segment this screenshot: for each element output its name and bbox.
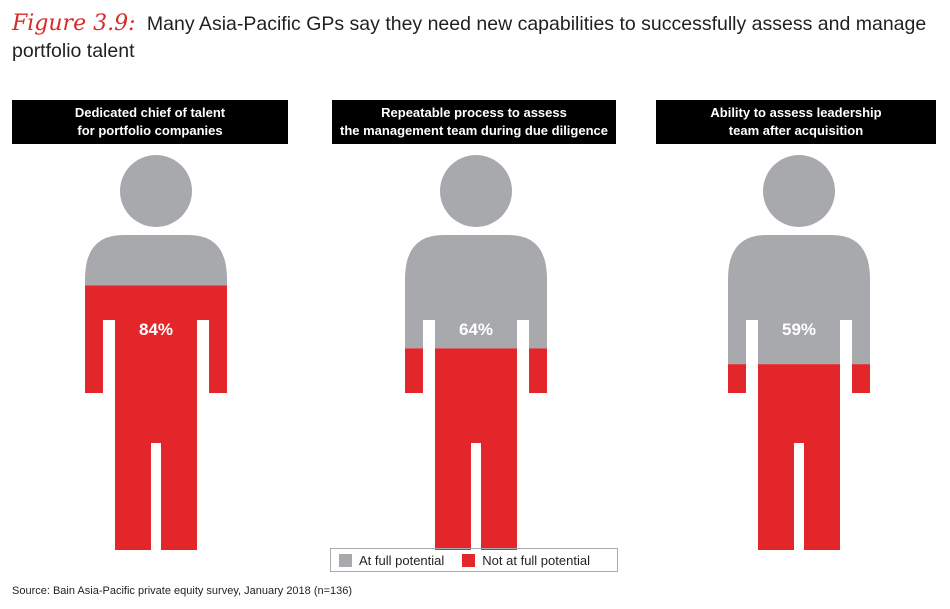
legend-swatch-not-at-full-potential xyxy=(462,553,476,567)
figure-not-at-full-potential-segment-3 xyxy=(728,364,870,550)
person-figure-3: 59% xyxy=(728,155,870,550)
figure-head-3 xyxy=(763,155,835,227)
panel-header-1-line1: Dedicated chief of talent xyxy=(74,105,226,120)
figure-title-text: Many Asia-Pacific GPs say they need new … xyxy=(12,13,927,62)
legend-swatch-at-full-potential xyxy=(339,553,352,567)
person-figure-2: 64% xyxy=(405,155,547,550)
panel-header-1: Dedicated chief of talent for portfolio … xyxy=(12,100,288,144)
data-label-3: 59% xyxy=(782,320,816,339)
panel-header-3: Ability to assess leadership team after … xyxy=(656,100,936,144)
source-note: Source: Bain Asia-Pacific private equity… xyxy=(12,585,353,597)
panel-header-3-line1: Ability to assess leadership xyxy=(710,105,882,120)
figure-head-2 xyxy=(440,155,512,227)
data-label-1: 84% xyxy=(139,320,173,339)
figure-at-full-potential-segment-3 xyxy=(728,235,870,365)
figure-label: Figure 3.9: xyxy=(12,11,136,36)
panel-header-2-line2: the management team during due diligence xyxy=(340,123,608,138)
figure-not-at-full-potential-segment-2 xyxy=(405,348,547,550)
legend-item-not-at-full-potential: Not at full potential xyxy=(462,553,590,568)
data-label-2: 64% xyxy=(459,320,493,339)
person-figure-1: 84% xyxy=(85,155,227,550)
legend-label-not-at-full-potential: Not at full potential xyxy=(482,552,590,568)
legend-item-at-full-potential: At full potential xyxy=(339,553,444,568)
panel-header-2: Repeatable process to assess the managem… xyxy=(332,100,616,144)
panel-header-1-line2: for portfolio companies xyxy=(77,123,223,138)
panel-header-2-line1: Repeatable process to assess xyxy=(381,105,567,120)
chart-title: Figure 3.9: Many Asia-Pacific GPs say th… xyxy=(12,10,942,65)
legend-label-at-full-potential: At full potential xyxy=(359,552,445,568)
figure-at-full-potential-segment-1 xyxy=(85,235,227,286)
legend: At full potential Not at full potential xyxy=(330,548,618,572)
figure-head-1 xyxy=(120,155,192,227)
panel-header-3-line2: team after acquisition xyxy=(728,123,864,138)
